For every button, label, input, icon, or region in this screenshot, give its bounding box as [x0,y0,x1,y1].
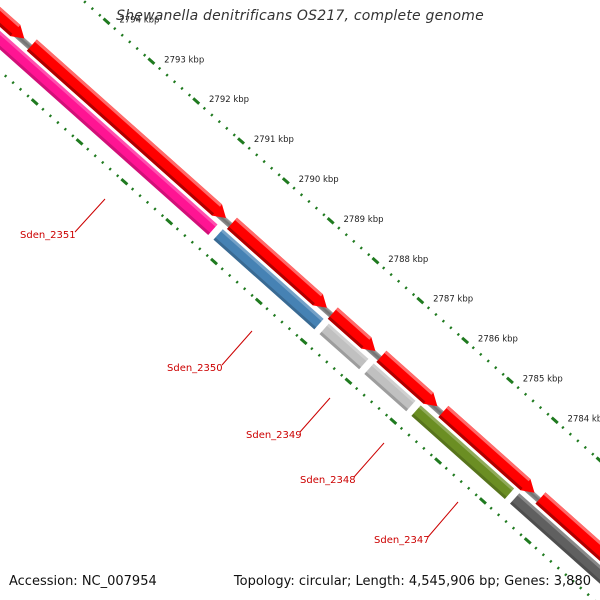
forward-gene-highlight [384,350,434,395]
forward-gene-highlight [0,6,21,28]
reverse-gene-shadow [213,237,317,330]
forward-gene-shadow [438,414,523,491]
gene-label: Sden_2351 [20,230,76,241]
reverse-gene-highlight [326,323,369,362]
forward-gene-arrow [376,350,438,407]
kbp-major-tick-outer [147,57,156,65]
forward-gene-shadow [535,501,600,561]
kbp-tick-label: 2791 kbp [254,135,294,145]
gene-label-leader [427,501,459,538]
reverse-gene-band [0,30,218,235]
kbp-tick-label: 2790 kbp [299,175,339,185]
forward-gene-highlight [335,307,372,340]
kbp-tick-label: 2789 kbp [343,215,383,225]
forward-gene-shadow [26,48,215,216]
forward-gene-arrow [438,405,535,493]
kbp-major-tick-inner [254,297,263,306]
reverse-gene-band [364,363,416,412]
forward-gene-highlight [446,405,531,482]
kbp-tick-label: 2792 kbp [209,95,249,105]
kbp-major-tick-inner [120,177,129,186]
forward-gene-highlight [235,217,323,297]
forward-gene-shadow [327,316,364,349]
gene-label-leader [299,397,331,433]
forward-gene-shadow [376,359,426,404]
kbp-major-tick-inner [389,417,398,425]
reverse-gene-highlight [517,493,600,570]
reverse-gene-shadow [510,501,600,584]
kbp-major-tick-inner [75,138,84,146]
forward-gene-highlight [34,39,222,207]
forward-gene-shadow [0,22,13,37]
reverse-gene-highlight [220,229,324,322]
kbp-major-tick-outer [192,97,201,105]
gene-label: Sden_2349 [246,430,302,441]
gene-label-leader [74,198,106,233]
reverse-gene-shadow [319,331,362,370]
gene-label-leader [353,442,385,478]
gene-label: Sden_2348 [300,475,356,486]
reverse-gene-highlight [371,363,416,403]
kbp-major-tick-inner [344,377,353,386]
kbp-major-tick-outer [237,137,246,145]
reverse-gene-shadow [0,45,211,235]
kbp-tick-label: 2784 kbp [568,414,600,424]
forward-gene-arrow [327,307,376,351]
kbp-major-tick-outer [550,416,559,425]
reverse-gene-band [213,229,324,330]
kbp-tick-label: 2788 kbp [388,255,428,265]
reverse-gene-highlight [418,405,515,491]
accession-text: Accession: NC_007954 [9,574,157,589]
kbp-major-tick-outer [505,376,514,385]
kbp-major-tick-outer [595,456,600,463]
gene-label-leader [221,330,253,366]
kbp-major-tick-inner [434,457,443,465]
reverse-gene-shadow [364,371,409,412]
kbp-tick-label: 2793 kbp [164,55,204,65]
forward-gene-arrow [227,217,327,308]
kbp-major-tick-outer [371,256,380,265]
forward-gene-arrow [26,39,226,218]
outer-tick-ring [80,0,600,463]
genome-summary-text: Topology: circular; Length: 4,545,906 bp… [233,574,591,589]
kbp-major-tick-inner [210,257,219,266]
kbp-major-tick-outer [326,217,335,225]
kbp-tick-label: 2785 kbp [523,375,563,385]
kbp-tick-label: 2786 kbp [478,335,518,345]
kbp-major-tick-outer [416,296,425,305]
kbp-major-tick-outer [281,177,290,185]
kbp-tick-label: 2787 kbp [433,295,473,305]
reverse-gene-highlight [0,30,218,227]
forward-gene-highlight [543,492,600,545]
gene-label: Sden_2347 [374,535,430,546]
reverse-gene-band [319,323,369,370]
gene-label: Sden_2350 [167,363,223,374]
map-title: Shewanella denitrificans OS217, complete… [116,8,484,24]
reverse-gene-shadow [411,413,507,499]
kbp-major-tick-outer [102,17,111,26]
kbp-major-tick-outer [461,336,470,345]
kbp-major-tick-inner [165,217,174,226]
kbp-major-tick-inner [299,337,308,346]
kbp-tick-label: 2794 kbp [119,15,159,25]
reverse-gene-band [411,405,515,499]
reverse-gene-band [510,493,600,584]
kbp-major-tick-inner [523,537,532,545]
forward-gene-shadow [227,226,315,306]
kbp-major-tick-inner [478,497,487,505]
kbp-major-tick-inner [30,98,39,106]
